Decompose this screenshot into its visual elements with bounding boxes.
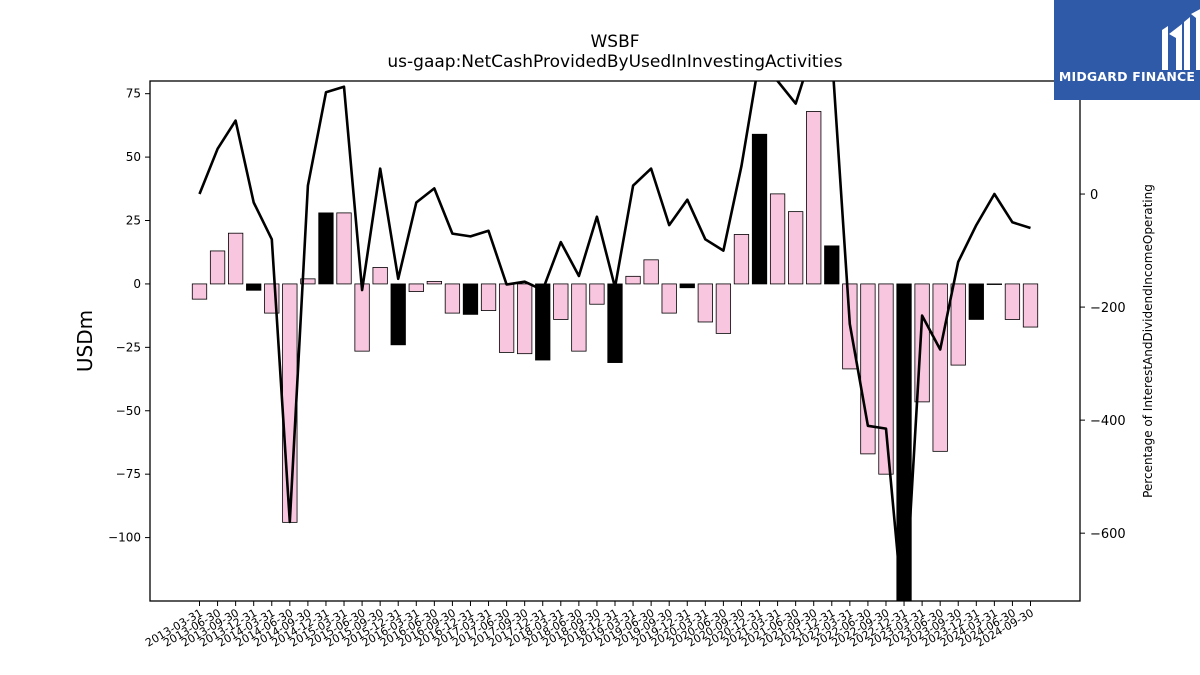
bar-2016-12-31 xyxy=(462,283,479,315)
y-tick-label: −100 xyxy=(108,531,141,545)
bar-2013-03-31 xyxy=(191,283,208,300)
y-axis-label: USDm xyxy=(73,310,97,372)
bar-2021-03-31 xyxy=(769,193,786,285)
y-tick-label: 75 xyxy=(126,87,141,101)
midgard-logo-icon xyxy=(1162,9,1200,70)
bar-2018-12-31 xyxy=(607,283,623,363)
bar-2018-09-30 xyxy=(589,283,605,305)
bar-2015-03-31 xyxy=(336,212,352,285)
bar-2020-03-31 xyxy=(697,283,713,323)
brand-logo: MIDGARD FINANCE xyxy=(1054,0,1200,100)
y-tick-label: −75 xyxy=(116,467,141,481)
bar-2018-03-31 xyxy=(553,283,569,320)
y-tick-label: 25 xyxy=(126,214,141,228)
bar-2015-12-31 xyxy=(390,283,406,346)
bar-2021-12-31 xyxy=(824,245,840,285)
bar-2021-06-30 xyxy=(788,211,804,285)
bar-2019-03-31 xyxy=(625,275,641,285)
bar-2022-06-30 xyxy=(860,283,876,455)
y-tick-label: 50 xyxy=(126,150,141,164)
y2-axis-label: Percentage of InterestAndDividendIncomeO… xyxy=(1141,184,1155,498)
bar-2016-06-30 xyxy=(426,280,442,285)
y-tick-label: 0 xyxy=(133,277,141,291)
chart-title: WSBF xyxy=(590,32,640,52)
right-axis: 2000−200−400−600 xyxy=(1080,75,1126,542)
bar-series xyxy=(191,111,1039,601)
bar-2017-12-31 xyxy=(535,283,551,361)
bar-2021-09-30 xyxy=(806,111,822,285)
brand-name: MIDGARD FINANCE xyxy=(1058,69,1196,84)
y2-tick-label: −600 xyxy=(1090,527,1126,542)
bar-2019-06-30 xyxy=(643,259,659,285)
bar-2019-12-31 xyxy=(679,283,695,289)
y2-tick-label: −400 xyxy=(1090,414,1126,429)
bar-2014-09-30 xyxy=(300,278,316,285)
bar-2018-06-30 xyxy=(571,283,587,352)
bar-2020-06-30 xyxy=(715,283,732,334)
bar-2020-12-31 xyxy=(751,133,768,285)
chart-subtitle: us-gaap:NetCashProvidedByUsedInInvesting… xyxy=(387,52,843,72)
left-axis: 75 50 25 0 −25 −50 −75 −100 xyxy=(108,87,150,545)
bar-2023-09-30 xyxy=(950,283,966,366)
bar-2017-06-30 xyxy=(498,283,515,353)
bar-2019-09-30 xyxy=(661,283,677,314)
bar-2023-12-31 xyxy=(968,283,984,320)
y-tick-label: −25 xyxy=(116,340,141,354)
y-tick-label: −50 xyxy=(116,404,141,418)
bar-2015-09-30 xyxy=(372,267,388,285)
bar-2024-06-30 xyxy=(1004,283,1021,320)
bar-2020-09-30 xyxy=(733,234,750,285)
bar-2014-06-30 xyxy=(282,283,298,523)
bar-2016-09-30 xyxy=(444,283,461,314)
bar-2017-03-31 xyxy=(480,283,497,311)
bar-2013-12-31 xyxy=(246,283,262,291)
bar-2016-03-31 xyxy=(408,283,424,292)
bar-2022-09-30 xyxy=(878,283,894,475)
x-axis: 2013-03-312013-06-302013-09-302013-12-31… xyxy=(143,601,1036,650)
bar-2024-03-31 xyxy=(986,283,1002,285)
bar-2013-09-30 xyxy=(228,232,244,285)
y2-tick-label: −200 xyxy=(1090,301,1126,316)
bar-2015-06-30 xyxy=(354,283,370,352)
bar-2023-06-30 xyxy=(932,283,948,452)
ratio-line-series xyxy=(198,81,1031,601)
bar-2022-12-31 xyxy=(896,283,912,601)
bar-2024-09-30 xyxy=(1022,283,1039,328)
bar-2014-12-31 xyxy=(318,212,334,285)
y2-tick-label: 0 xyxy=(1090,188,1098,203)
bar-2013-06-30 xyxy=(209,250,226,285)
bar-2017-09-30 xyxy=(517,283,533,355)
